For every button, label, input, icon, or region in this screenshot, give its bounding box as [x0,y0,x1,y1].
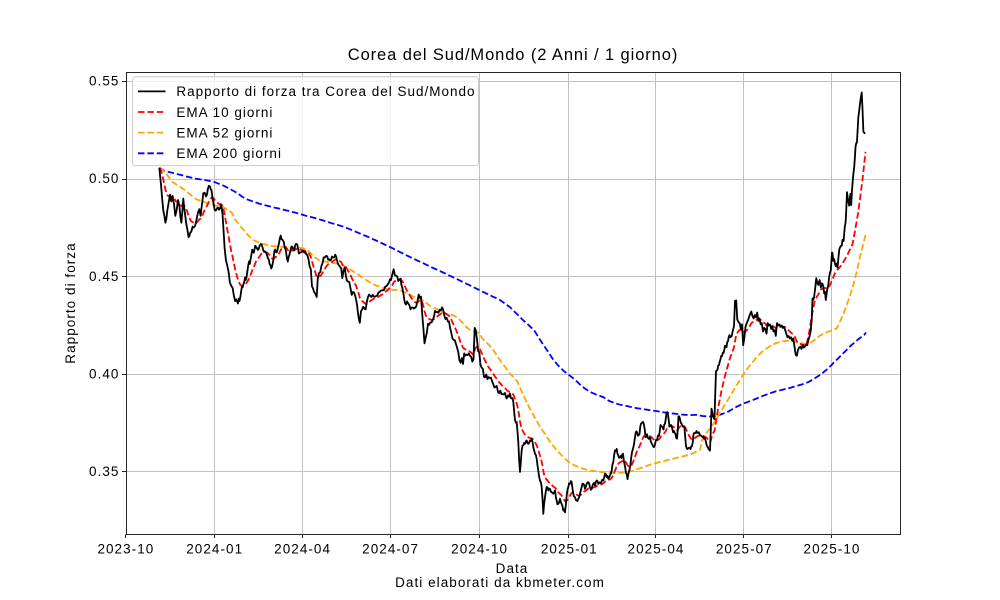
svg-text:0.40: 0.40 [89,366,119,381]
svg-text:2025-07: 2025-07 [716,542,773,557]
svg-text:2023-10: 2023-10 [97,542,154,557]
svg-text:2024-01: 2024-01 [186,542,243,557]
svg-text:EMA 10 giorni: EMA 10 giorni [176,105,273,120]
svg-text:Rapporto di forza tra Corea de: Rapporto di forza tra Corea del Sud/Mond… [176,84,475,99]
svg-text:Data: Data [496,561,529,576]
svg-text:EMA 200 giorni: EMA 200 giorni [176,146,282,161]
svg-text:Dati elaborati da kbmeter.com: Dati elaborati da kbmeter.com [395,575,605,590]
svg-text:EMA 52 giorni: EMA 52 giorni [176,125,273,140]
svg-text:0.50: 0.50 [89,171,119,186]
svg-text:0.45: 0.45 [89,269,119,284]
svg-text:2024-10: 2024-10 [451,542,508,557]
svg-text:2025-04: 2025-04 [628,542,685,557]
svg-text:2024-04: 2024-04 [274,542,331,557]
svg-text:Rapporto di forza: Rapporto di forza [63,242,78,363]
svg-text:0.35: 0.35 [89,464,119,479]
svg-text:2025-01: 2025-01 [541,542,598,557]
svg-text:0.55: 0.55 [89,74,119,89]
svg-text:Corea del Sud/Mondo (2 Anni /: Corea del Sud/Mondo (2 Anni / 1 giorno) [348,46,678,64]
svg-text:2025-10: 2025-10 [804,542,861,557]
svg-text:2024-07: 2024-07 [362,542,419,557]
